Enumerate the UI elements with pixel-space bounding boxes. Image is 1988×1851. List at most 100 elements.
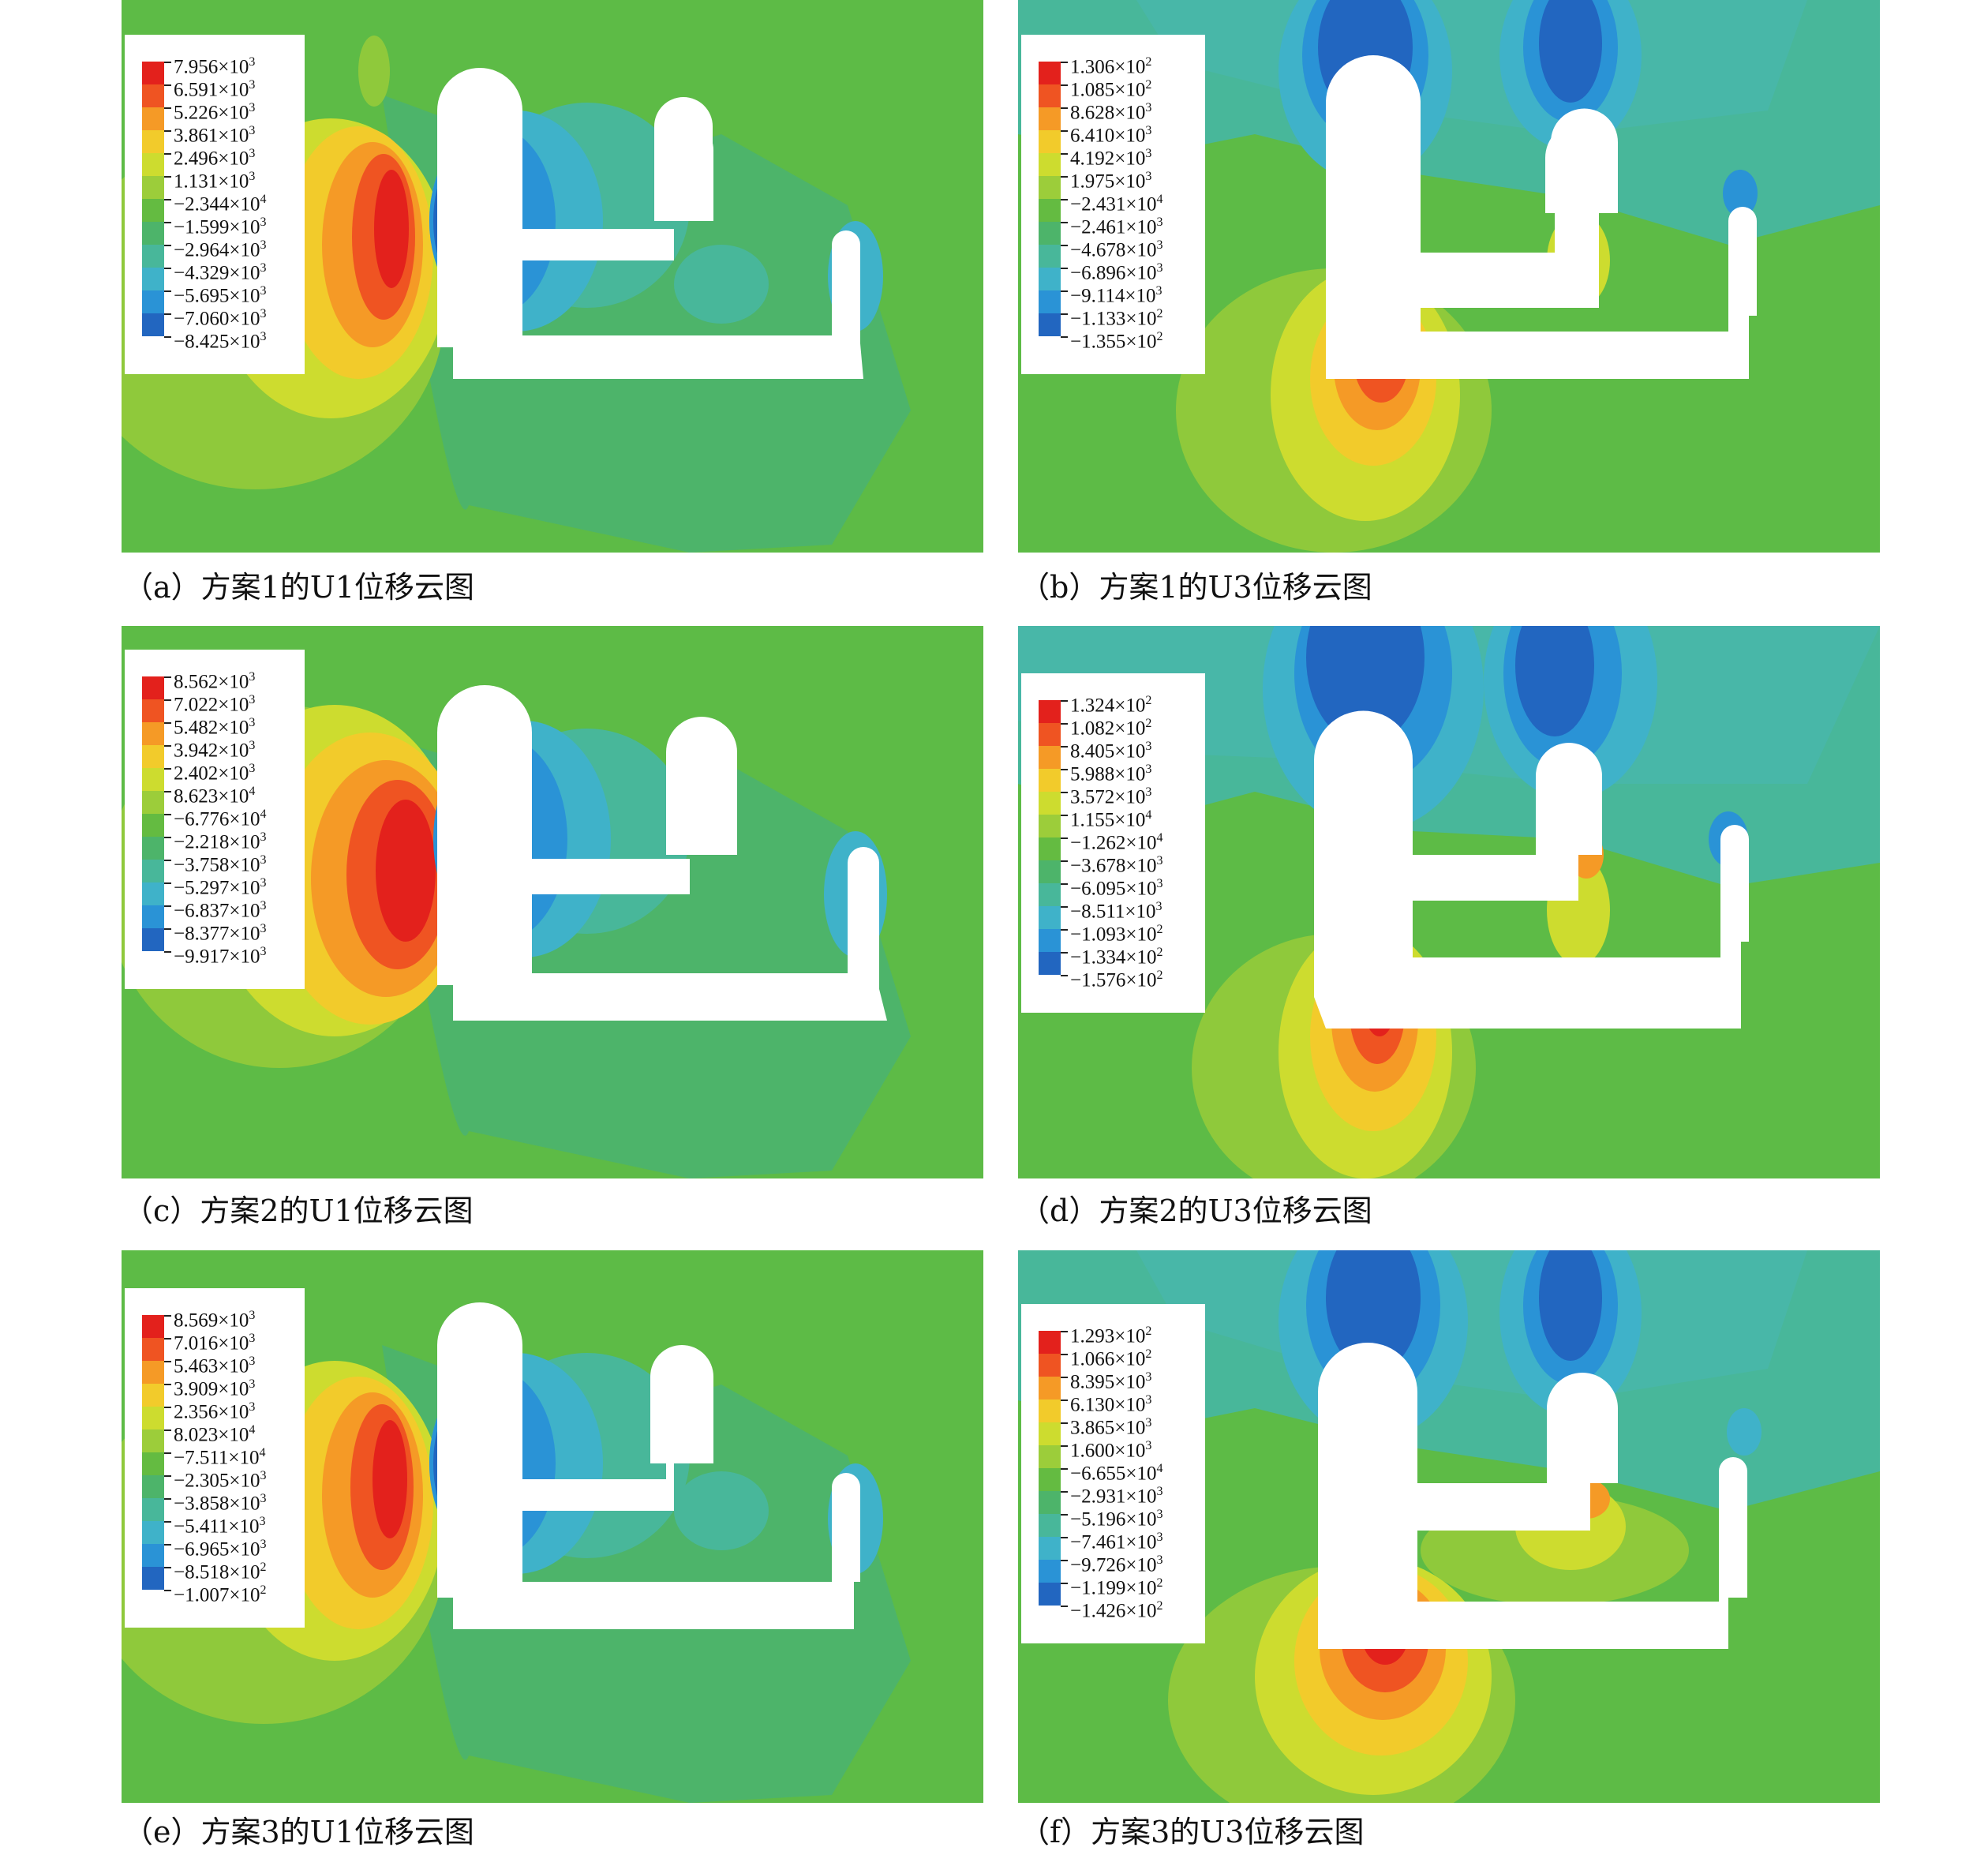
legend-times: ×10 [1125,285,1156,307]
caption-a: （a）方案1的U1位移云图 [123,570,475,605]
legend-times: ×10 [218,125,249,147]
legend-row: 8.569×103 [142,1304,300,1338]
legend-label: 3.909×103 [174,1373,255,1400]
legend-row: 6.130×103 [1039,1388,1200,1422]
legend-times: ×10 [1125,331,1157,353]
legend-a: 7.956×103 6.591×103 5.226×103 3.861×103 2.49… [125,35,305,374]
legend-exponent: 3 [260,261,267,275]
legend-label: −5.297×103 [174,871,266,899]
legend-times: ×10 [1125,878,1157,900]
legend-swatch [1039,1422,1061,1445]
legend-label: 1.085×102 [1070,73,1151,101]
legend-swatch [142,768,164,791]
legend-exponent: 3 [1145,147,1152,160]
legend-mantissa: 8.628 [1070,102,1115,124]
legend-row: 8.395×103 [1039,1366,1200,1399]
legend-label: 3.865×103 [1070,1411,1151,1439]
legend-label: 8.569×103 [174,1304,255,1332]
legend-row: −2.461×103 [1039,211,1200,245]
legend-times: ×10 [229,877,260,899]
legend-label: −1.093×102 [1070,918,1162,946]
legend-mantissa: 1.975 [1070,170,1115,193]
legend-times: ×10 [218,102,249,124]
legend-row: −6.776×104 [142,803,300,837]
legend-label: 8.623×104 [174,780,255,807]
legend-exponent: 3 [259,1515,266,1528]
legend-label: −1.576×102 [1070,964,1162,991]
legend-exponent: 3 [1145,124,1152,137]
legend-times: ×10 [1125,924,1157,946]
legend-row: 1.293×102 [1039,1320,1200,1354]
legend-tick [1061,769,1068,770]
legend-mantissa: 7.956 [174,56,219,78]
legend-times: ×10 [1114,1440,1146,1462]
legend-swatch [1039,929,1061,952]
legend-mantissa: −1.334 [1070,946,1126,969]
legend-swatch [1039,1537,1061,1560]
legend-row: 5.482×103 [142,711,300,745]
legend-row: −2.964×103 [142,234,300,268]
legend-row: 5.226×103 [142,96,300,130]
legend-mantissa: −7.511 [174,1447,229,1469]
legend-mantissa: −1.199 [1070,1577,1126,1599]
legend-exponent: 3 [1145,1416,1152,1429]
legend-exponent: 2 [260,1561,267,1574]
legend-mantissa: −6.896 [1070,262,1126,284]
legend-times: ×10 [1114,170,1146,193]
legend-tick [164,84,171,86]
legend-times: ×10 [229,900,260,922]
legend-mantissa: 3.909 [174,1378,219,1400]
legend-exponent: 4 [1156,831,1163,845]
panel-c: 8.562×103 7.022×103 5.482×103 3.942×103 2.40… [122,626,983,1178]
legend-mantissa: −1.426 [1070,1600,1126,1622]
legend-label: −8.377×103 [174,917,266,945]
legend-row: −1.334×102 [1039,941,1200,975]
legend-mantissa: −1.262 [1070,832,1126,854]
legend-tick [1061,1537,1068,1538]
legend-times: ×10 [229,1538,260,1561]
legend-row: 1.324×102 [1039,689,1200,723]
legend-label: −6.896×103 [1070,257,1162,284]
legend-swatch [1039,199,1061,222]
legend-d: 1.324×102 1.082×102 8.405×103 5.988×103 3.57… [1021,673,1205,1013]
legend-row: 7.022×103 [142,688,300,722]
legend-tick [1061,1331,1068,1332]
legend-row: −2.344×104 [142,188,300,222]
legend-exponent: 2 [1156,923,1163,936]
legend-exponent: 3 [1156,261,1163,275]
legend-row: −3.858×103 [142,1487,300,1521]
legend-exponent: 3 [1156,215,1163,229]
legend-swatch [142,928,164,951]
legend-row: −6.655×104 [1039,1457,1200,1491]
legend-tick [1061,1377,1068,1378]
legend-times: ×10 [229,923,260,945]
legend-exponent: 2 [1145,717,1152,730]
legend-tick [1061,130,1068,132]
legend-exponent: 2 [1156,946,1163,959]
legend-tick [164,928,171,930]
legend-exponent: 4 [1156,193,1163,206]
legend-exponent: 3 [249,147,256,160]
legend-times: ×10 [218,148,249,170]
legend-swatch [1039,883,1061,906]
legend-mantissa: 3.861 [174,125,219,147]
legend-exponent: 4 [260,193,267,206]
legend-exponent: 3 [249,78,256,92]
legend-label: −1.007×102 [174,1579,266,1606]
legend-exponent: 3 [1156,1508,1163,1521]
legend-label: −8.511×103 [1070,895,1162,923]
legend-tick [1061,1606,1068,1607]
caption-d: （d）方案2的U3位移云图 [1020,1193,1372,1228]
legend-f: 1.293×102 1.066×102 8.395×103 6.130×103 3.86… [1021,1304,1205,1643]
legend-label: 8.395×103 [1070,1366,1151,1393]
legend-row: −5.695×103 [142,279,300,313]
legend-mantissa: −4.678 [1070,239,1126,261]
legend-row: −1.576×102 [1039,964,1200,991]
legend-row: −8.425×103 [142,325,300,352]
legend-label: 1.293×102 [1070,1320,1151,1347]
legend-tick [1061,1399,1068,1401]
legend-exponent: 2 [1145,1347,1152,1361]
legend-mantissa: −2.931 [1070,1486,1126,1508]
legend-tick [164,1567,171,1568]
legend-times: ×10 [1114,1417,1146,1439]
